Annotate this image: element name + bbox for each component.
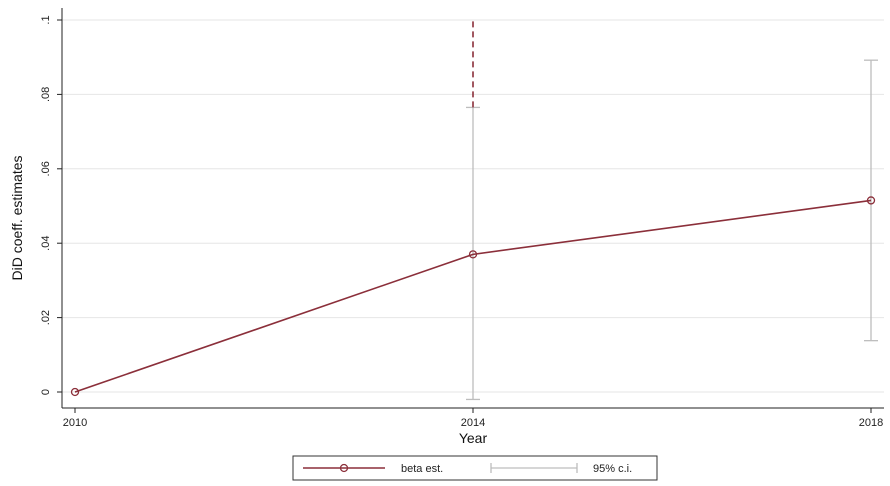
y-tick-label: 0: [40, 389, 52, 395]
confidence-intervals: [466, 20, 878, 401]
x-tick-label: 2010: [63, 417, 87, 429]
y-tick-label: .1: [40, 15, 52, 24]
y-tick-label: .08: [40, 87, 52, 102]
x-tick-label: 2018: [859, 417, 883, 429]
x-axis-title: Year: [459, 430, 488, 446]
y-tick-label: .02: [40, 310, 52, 325]
series-line-beta: [74, 199, 872, 393]
data-point-beta: [70, 387, 80, 397]
data-point-beta: [468, 250, 478, 259]
legend-label-ci: 95% c.i.: [593, 463, 632, 475]
y-tick-label: .06: [40, 161, 52, 176]
x-tick-label: 2014: [461, 417, 485, 429]
axes: [57, 8, 884, 413]
legend-label-beta: beta est.: [401, 463, 443, 475]
legend-swatch-beta-marker: [339, 463, 349, 473]
tick-labels: 0 .02 .04 .06 .08 .1 2010 2014 2018: [40, 15, 883, 429]
data-point-beta: [866, 196, 876, 205]
series-lines: [70, 196, 876, 397]
y-axis-title: DiD coeff. estimates: [9, 155, 25, 280]
legend: beta est. 95% c.i.: [292, 455, 658, 481]
y-tick-label: .04: [40, 236, 52, 251]
